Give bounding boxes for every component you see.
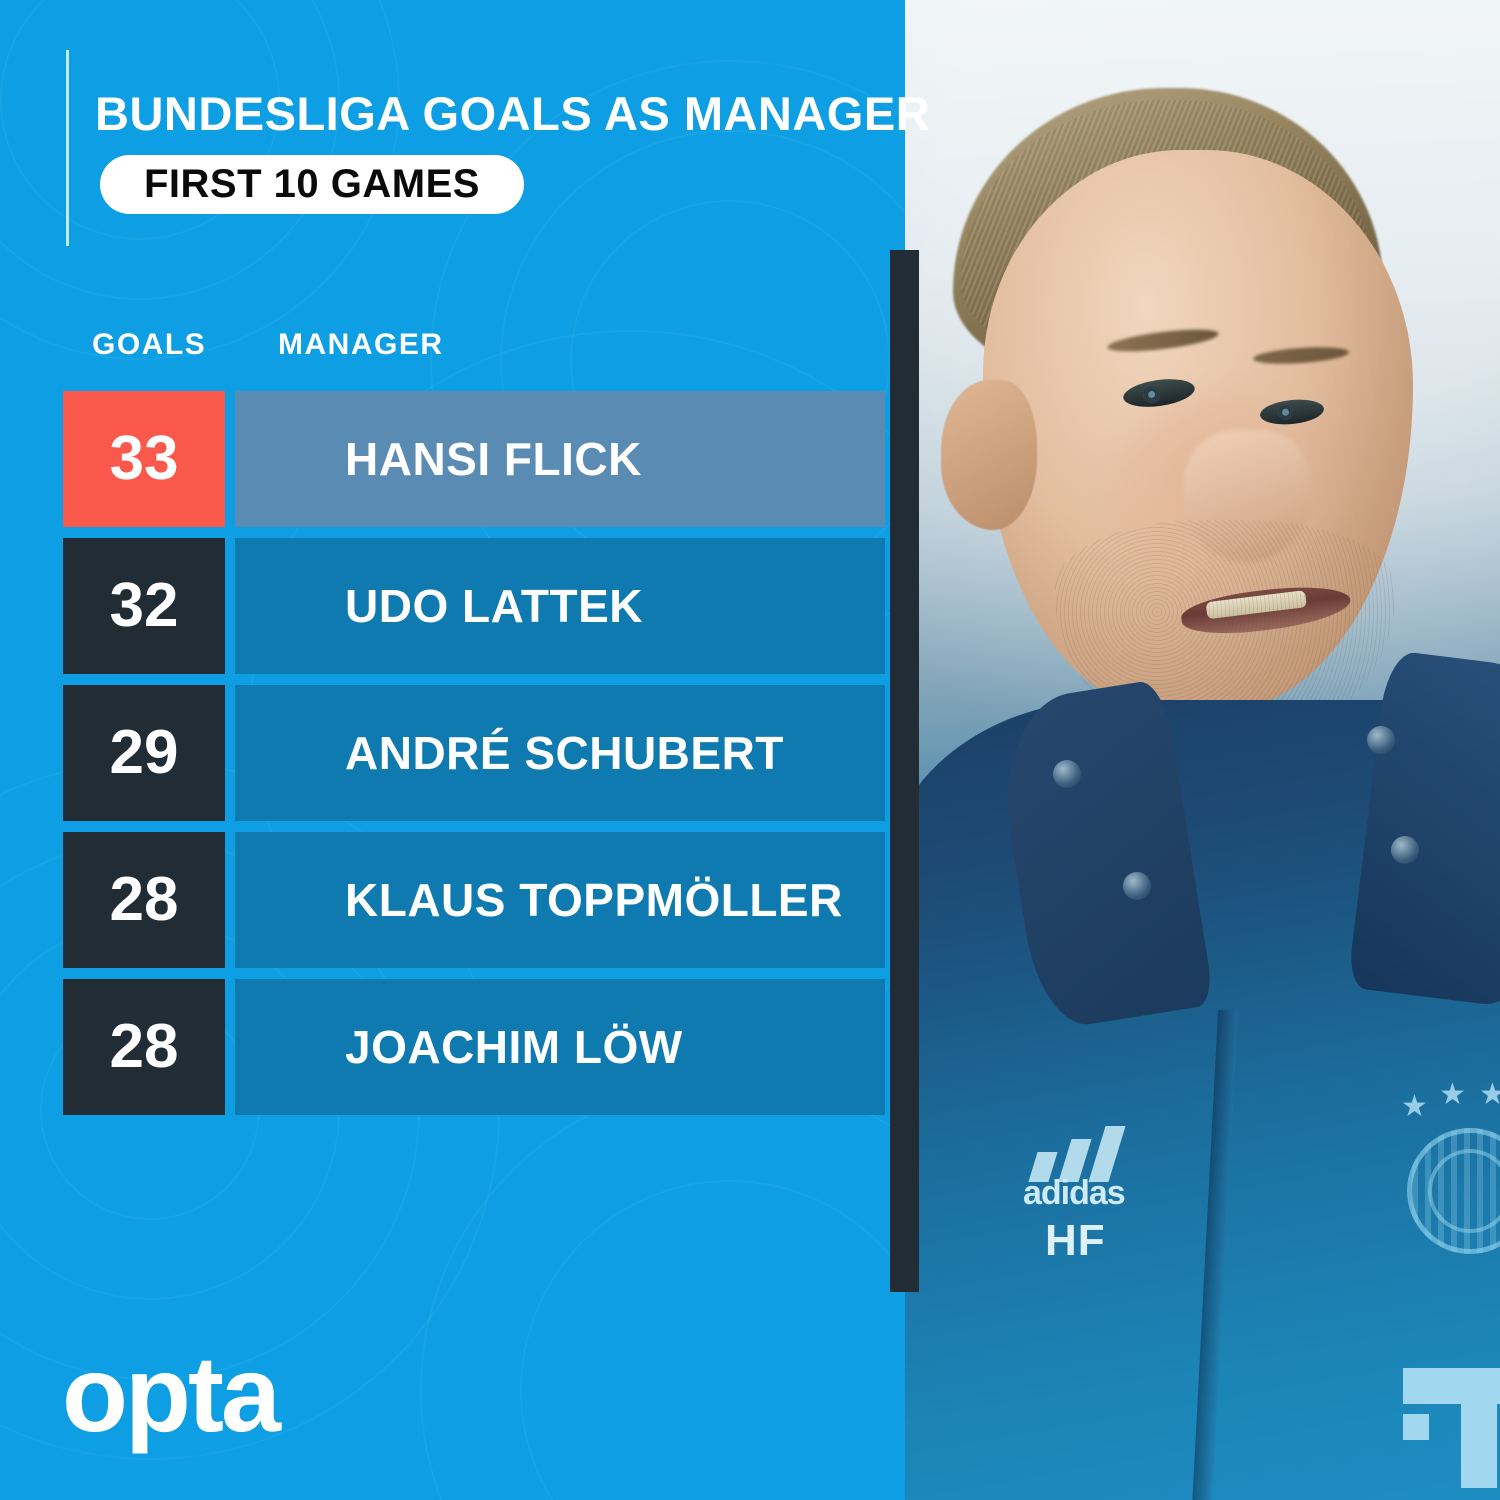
- goals-value: 29: [109, 718, 179, 787]
- adidas-wordmark: adidas: [1023, 1174, 1126, 1212]
- manager-name: HANSI FLICK: [345, 433, 642, 485]
- nose: [1183, 430, 1311, 562]
- manager-bar: JOACHIM LÖW: [235, 979, 885, 1115]
- manager-photo: adidas HF ★ ★ ★ ★: [905, 0, 1500, 1500]
- goals-badge: 29: [63, 685, 225, 821]
- column-header-manager: MANAGER: [278, 328, 444, 361]
- crest-star-icon: ★: [1401, 1090, 1428, 1123]
- manager-name: UDO LATTEK: [345, 580, 644, 632]
- crest-star-icon: ★: [1479, 1078, 1500, 1111]
- jacket-snap-button: [1123, 872, 1151, 900]
- goals-badge: 28: [63, 832, 225, 968]
- table-row: 29 ANDRÉ SCHUBERT: [63, 685, 885, 821]
- manager-name: KLAUS TOPPMÖLLER: [345, 874, 843, 926]
- jacket-initials: HF: [1045, 1216, 1106, 1265]
- manager-bar: HANSI FLICK: [235, 391, 885, 527]
- vertical-divider-bar: [890, 250, 919, 1292]
- opta-logo: opta: [62, 1333, 281, 1454]
- goals-value: 28: [109, 865, 179, 934]
- title-accent-line: [66, 50, 69, 246]
- table-row: 32 UDO LATTEK: [63, 538, 885, 674]
- manager-bar: KLAUS TOPPMÖLLER: [235, 832, 885, 968]
- manager-name: ANDRÉ SCHUBERT: [345, 727, 784, 779]
- jacket-snap-button: [1391, 836, 1419, 864]
- table-row: 28 JOACHIM LÖW: [63, 979, 885, 1115]
- subtitle-pill: FIRST 10 GAMES: [100, 155, 524, 214]
- manager-bar: ANDRÉ SCHUBERT: [235, 685, 885, 821]
- page-title: BUNDESLIGA GOALS AS MANAGER: [95, 87, 931, 140]
- ear: [941, 380, 1037, 530]
- table-row: 33 HANSI FLICK: [63, 391, 885, 527]
- jacket-snap-button: [1367, 726, 1395, 754]
- goals-badge: 32: [63, 538, 225, 674]
- crest-star-icon: ★: [1439, 1078, 1466, 1111]
- goals-value: 33: [109, 424, 179, 493]
- goals-badge: 28: [63, 979, 225, 1115]
- ranking-table: 33 HANSI FLICK 32 UDO LATTEK 29 ANDRÉ SCHUBER…: [63, 391, 885, 1126]
- manager-name: JOACHIM LÖW: [345, 1021, 683, 1073]
- column-header-goals: GOALS: [92, 328, 207, 361]
- telekom-sponsor-icon: [1403, 1368, 1500, 1488]
- goals-value: 28: [109, 1012, 179, 1081]
- jacket-snap-button: [1053, 760, 1081, 788]
- goals-badge: 33: [63, 391, 225, 527]
- manager-bar: UDO LATTEK: [235, 538, 885, 674]
- table-row: 28 KLAUS TOPPMÖLLER: [63, 832, 885, 968]
- subtitle-pill-label: FIRST 10 GAMES: [144, 162, 480, 206]
- goals-value: 32: [109, 571, 179, 640]
- fc-bayern-crest-icon: [1407, 1128, 1500, 1254]
